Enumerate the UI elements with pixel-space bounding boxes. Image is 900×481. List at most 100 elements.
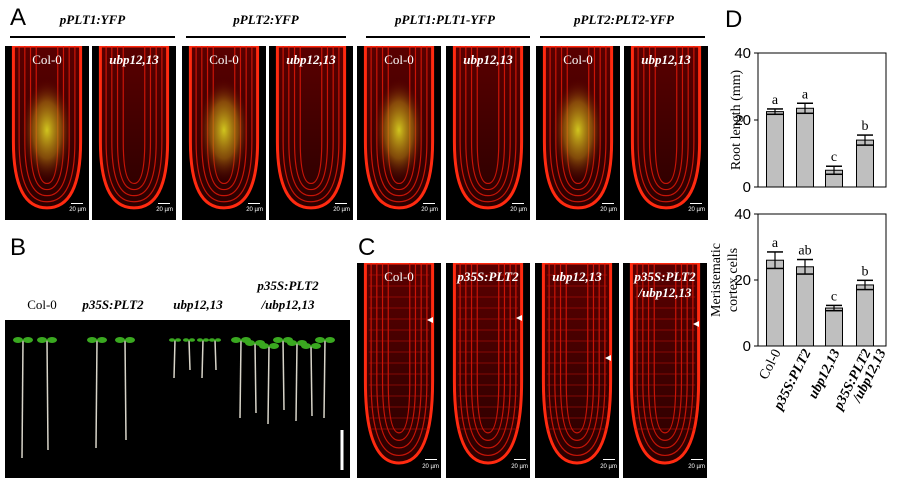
root-micrograph: Col-0 20 µm [357,46,441,220]
panel-d-letter: D [725,6,743,33]
seedling-root [295,342,298,422]
seedling-root [188,339,191,371]
cell-file-line [18,46,76,203]
seedling-root [95,339,98,449]
significance-letter: b [862,264,869,279]
scale-bar-label: 20 µm [422,464,439,470]
cell-file-line [470,46,506,191]
construct-rule [366,36,530,38]
scale-bar [158,203,170,204]
scale-bar [512,203,524,204]
cotyledon [287,340,297,346]
cotyledon [37,337,47,343]
scale-bar [691,459,703,460]
panel-c-letter: C [358,234,376,261]
significance-letter: a [802,87,809,102]
scale-bar [423,203,435,204]
cell-file-line [459,46,517,203]
construct-rule [10,36,175,38]
cell-file-line [636,263,694,457]
cell-file-line [376,263,422,449]
seedling-root [124,339,127,441]
bar [825,307,843,347]
cotyledon [189,338,195,342]
cell-file-line [654,46,678,185]
significance-letter: c [831,289,837,304]
genotype-label: p35S:PLT2 [457,269,519,284]
yfp-signal [549,66,607,182]
cell-file-line [465,46,511,197]
cell-file-line [648,46,684,191]
cotyledon [169,338,175,342]
bar [796,107,814,188]
significance-letter: a [772,236,779,251]
scale-bar-label: 20 µm [688,207,705,213]
yfp-signal [195,66,253,182]
scale-bar-label: 20 µm [69,207,86,213]
root-micrograph: ubp12,13 20 µm [269,46,353,220]
seedling-root [173,339,176,379]
cell-file-line [637,46,695,203]
seedling-root [201,339,204,379]
yfp-signal [18,66,76,182]
root-micrograph: ubp12,13 20 µm [535,263,619,478]
root-micrograph: Col-0 20 µm [5,46,89,220]
root-micrograph: Col-0 20 µm [182,46,266,220]
scale-bar [514,459,526,460]
seedling-root [323,339,326,419]
cell-file-line [387,263,411,434]
cotyledon [23,337,33,343]
cotyledon [315,337,325,343]
scale-bar [690,203,702,204]
genotype-label: Col-0 [563,52,593,67]
y-axis-label: Root length (mm) [729,70,744,171]
cell-file-line [459,263,517,457]
root-micrograph: p35S:PLT2 20 µm [446,263,530,478]
significance-letter: a [772,93,779,108]
x-tick-label: Col-0 [757,347,785,382]
scale-bar-label: 20 µm [333,207,350,213]
cell-file-line [381,263,417,441]
scale-bar-label: 20 µm [511,464,528,470]
seedling-genotype-label: /ubp12,13 [261,297,315,312]
y-tick-label: 40 [734,206,751,223]
cotyledon [311,343,321,349]
panel-b-letter: B [10,234,27,261]
cotyledon [13,337,23,343]
y-axis-label: cortex cells [726,248,741,312]
cell-file-line [643,46,689,197]
cotyledon [273,337,283,343]
seedling-root [46,339,49,451]
significance-letter: b [862,119,869,134]
cell-file-line [370,263,428,457]
genotype-label: p35S:PLT2 [634,269,696,284]
construct-label-pplt2-yfp: pPLT2:YFP [233,12,299,27]
bar [856,284,874,347]
cell-file-line [476,46,500,185]
cell-file-line [288,46,334,197]
genotype-label: Col-0 [209,52,239,67]
y-tick-label: 0 [743,179,751,196]
construct-label-pplt1-yfp: pPLT1:YFP [59,12,126,27]
cotyledon [325,337,335,343]
significance-letter: c [831,150,837,165]
bar [766,259,784,347]
scale-bar [71,203,83,204]
cotyledon [215,338,221,342]
cotyledon [245,340,255,346]
cotyledon [175,338,181,342]
seedling-genotype-label: p35S:PLT2 [82,297,144,312]
scale-bar-label: 20 µm [688,464,705,470]
cotyledon [97,337,107,343]
seedling-root [310,345,313,417]
cell-file-line [293,46,329,191]
cell-file-line [653,263,677,434]
y-tick-label: 20 [734,112,751,129]
scale-bar [602,203,614,204]
scale-bar-label: 20 µm [510,207,527,213]
genotype-label: ubp12,13 [463,52,513,67]
seedling-root [254,342,257,414]
y-tick-label: 40 [734,45,751,62]
genotype-label: /ubp12,13 [638,285,692,300]
cotyledon [259,343,269,349]
